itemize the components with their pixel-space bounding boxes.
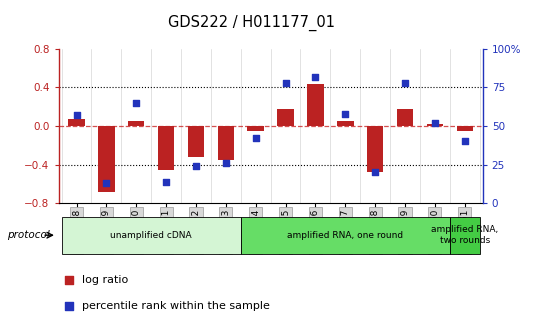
Bar — [427, 124, 443, 126]
Bar — [337, 121, 354, 126]
Point — [65, 278, 74, 283]
Bar — [61, 217, 240, 254]
Point — [371, 170, 379, 175]
Point — [72, 113, 81, 118]
Text: protocol: protocol — [7, 230, 50, 240]
Bar — [277, 109, 294, 126]
Point — [281, 80, 290, 85]
Point — [222, 160, 230, 166]
Bar — [218, 126, 234, 160]
Point — [341, 111, 350, 116]
Point — [401, 80, 410, 85]
Point — [460, 139, 469, 144]
Text: unamplified cDNA: unamplified cDNA — [110, 231, 192, 240]
Bar — [456, 126, 473, 131]
Bar — [68, 119, 85, 126]
Bar — [450, 217, 480, 254]
Text: amplified RNA,
two rounds: amplified RNA, two rounds — [431, 225, 498, 245]
Point — [430, 120, 439, 126]
Bar — [128, 121, 145, 126]
Bar — [240, 217, 450, 254]
Bar — [307, 84, 324, 126]
Point — [132, 100, 141, 106]
Point — [311, 74, 320, 79]
Point — [65, 303, 74, 308]
Bar — [397, 109, 413, 126]
Point — [191, 164, 200, 169]
Point — [102, 180, 111, 186]
Text: GDS222 / H011177_01: GDS222 / H011177_01 — [167, 15, 335, 31]
Text: log ratio: log ratio — [82, 276, 128, 286]
Bar — [248, 126, 264, 131]
Bar — [98, 126, 114, 192]
Bar — [187, 126, 204, 157]
Point — [162, 179, 171, 184]
Text: amplified RNA, one round: amplified RNA, one round — [287, 231, 403, 240]
Point — [251, 136, 260, 141]
Text: percentile rank within the sample: percentile rank within the sample — [82, 301, 270, 311]
Bar — [367, 126, 383, 172]
Bar — [158, 126, 174, 170]
